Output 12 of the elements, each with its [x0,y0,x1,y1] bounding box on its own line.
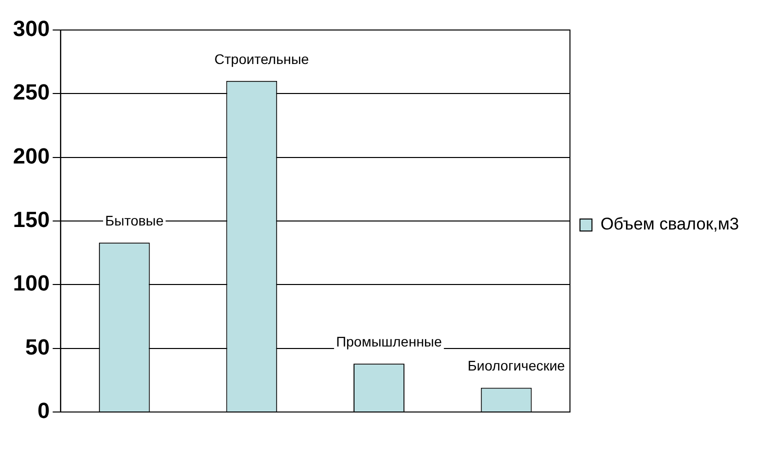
x-tick-label: Биологические [468,358,566,374]
legend-label: Объем свалок,м3 [600,214,740,234]
y-tick-label: 0 [37,398,50,424]
x-tick-label: Бытовые [105,212,164,229]
x-tick-label: Строительные [214,50,310,67]
y-tick-label: 150 [12,207,50,232]
y-tick-label: 50 [25,334,50,360]
y-tick-label: 250 [12,80,50,105]
y-tick-label: 200 [12,143,50,168]
y-tick-label: 300 [12,16,50,42]
y-tick-label: 100 [12,270,50,296]
x-tick-label: Промышленные [336,333,442,350]
